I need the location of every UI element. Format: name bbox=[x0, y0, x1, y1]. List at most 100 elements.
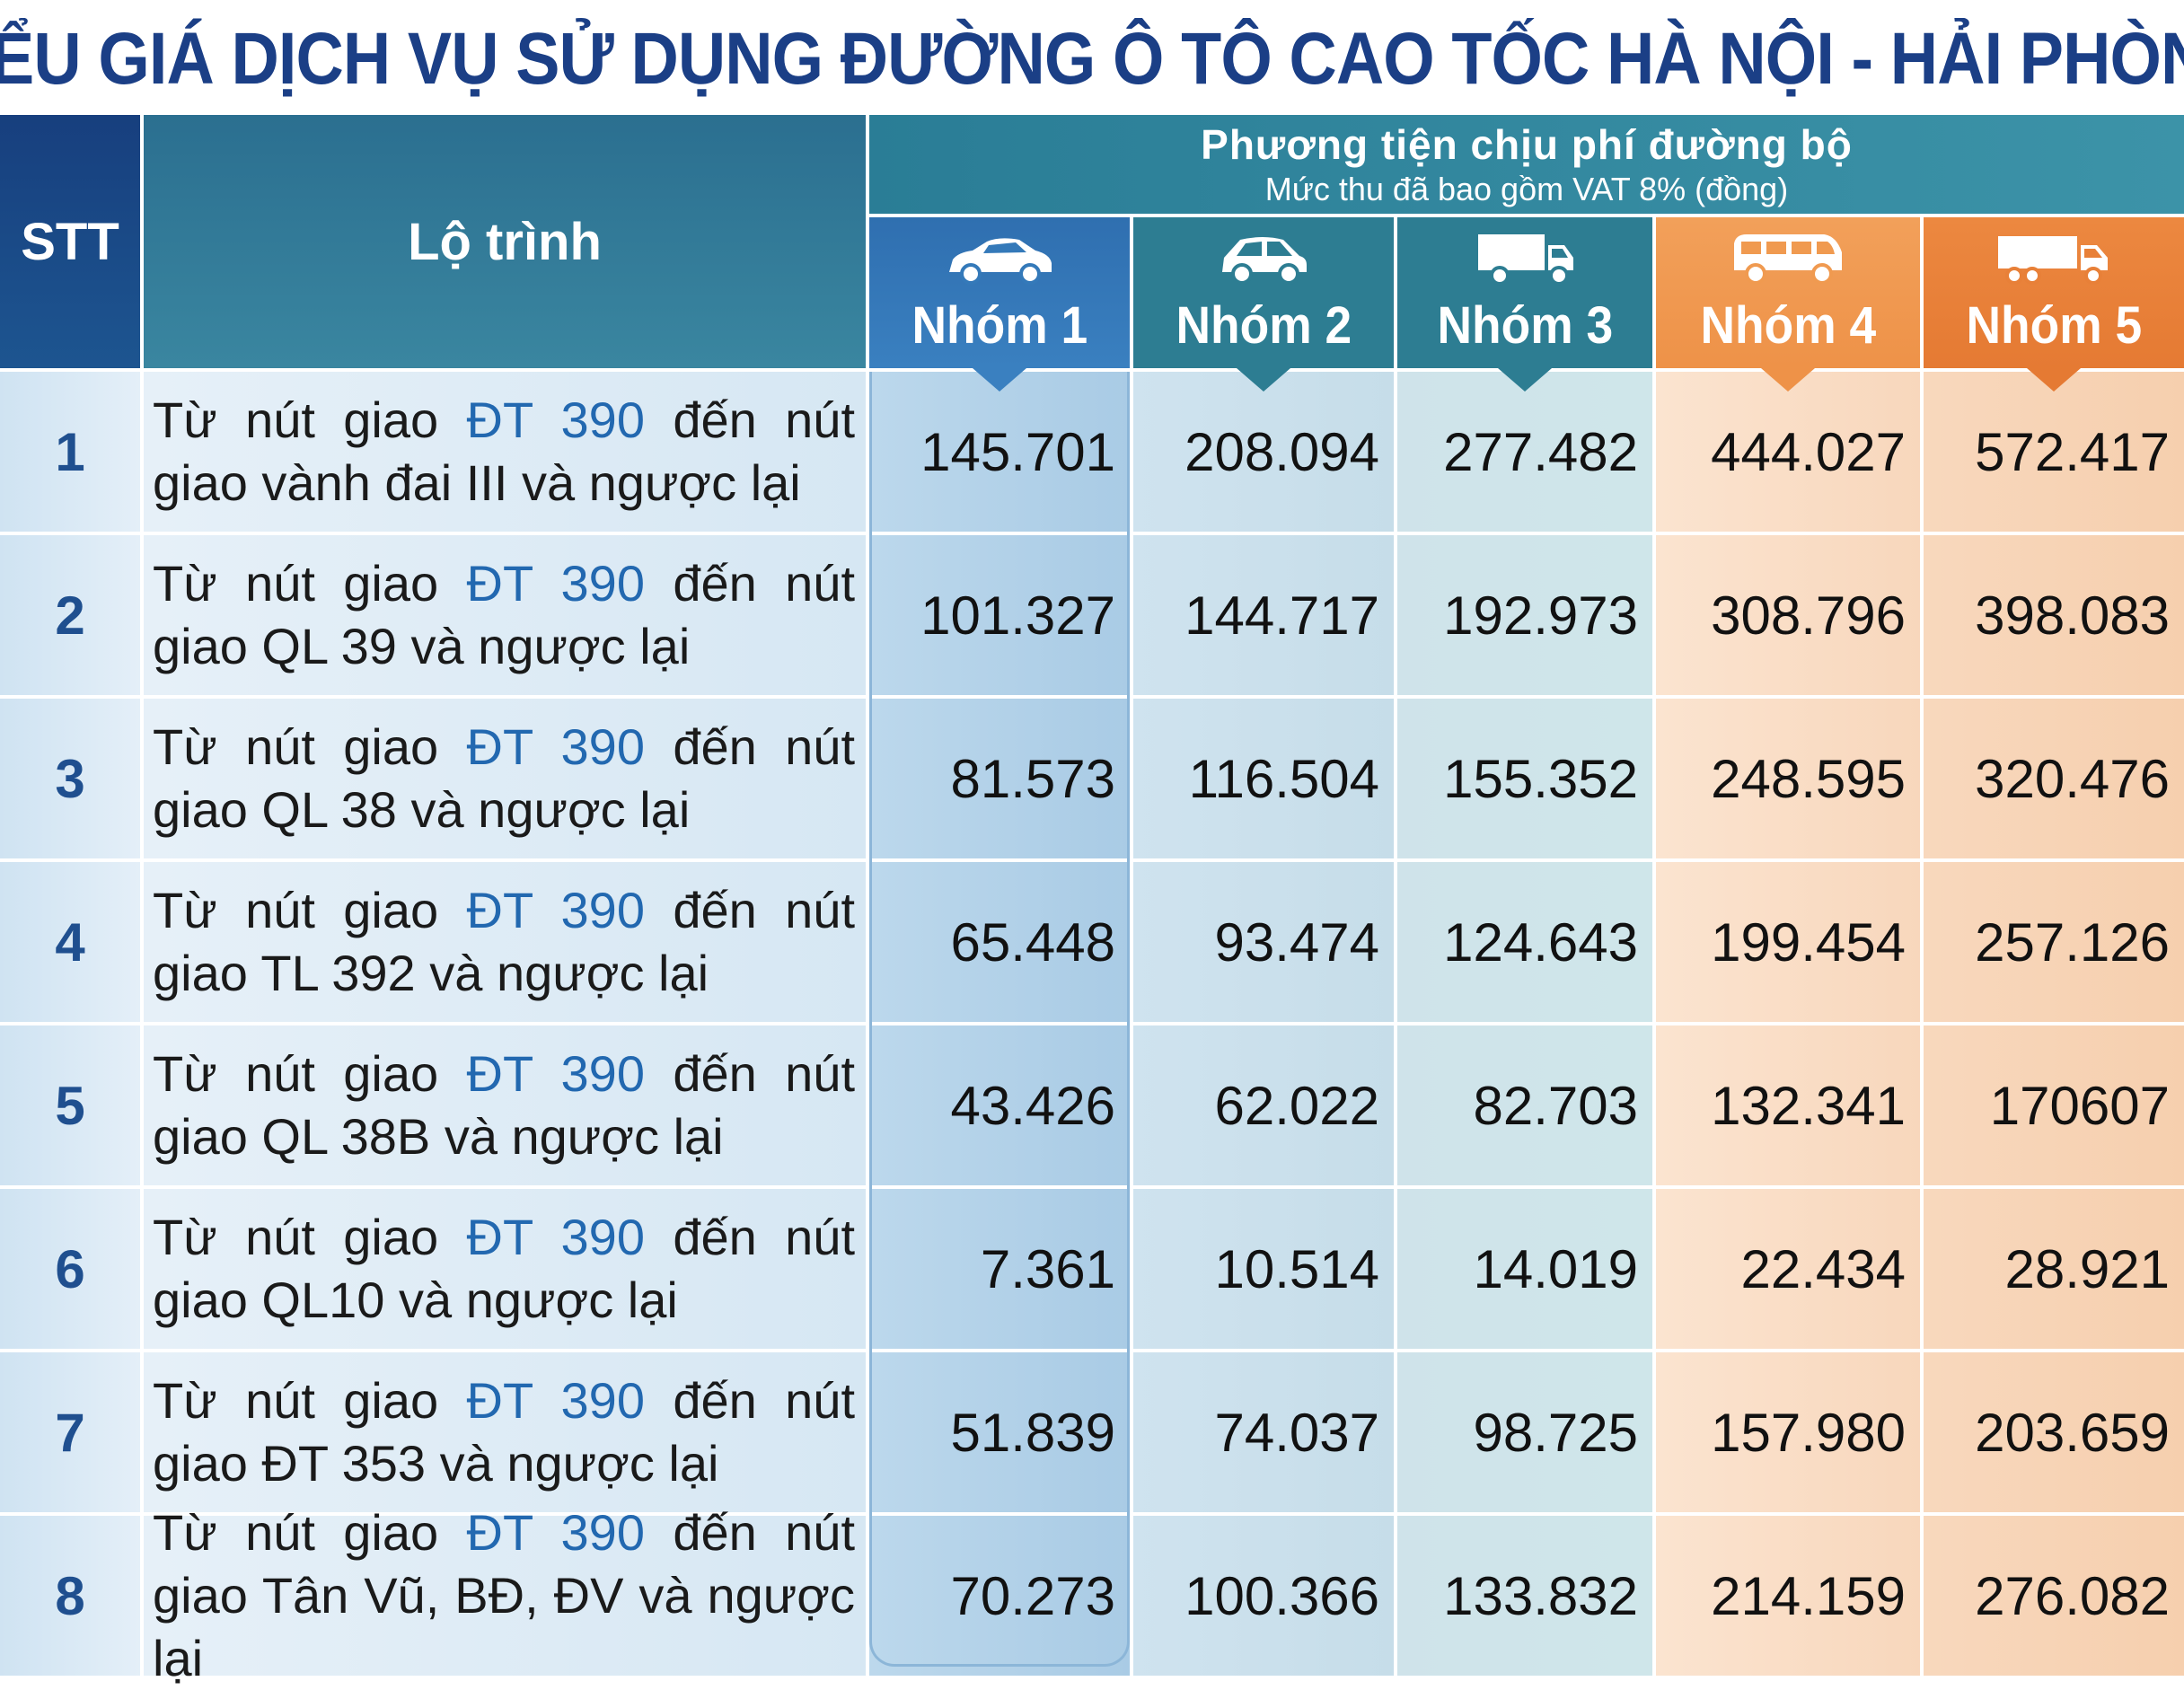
header-pointer-group-5 bbox=[2027, 368, 2081, 392]
route-text-start: Từ nút giao bbox=[153, 555, 467, 612]
route-text-end: đến nút giao ĐT 353 và ngược lại bbox=[153, 1372, 856, 1492]
route-cell: Từ nút giao ĐT 390 đến nút giao QL10 và … bbox=[144, 1189, 866, 1349]
table-row: 1 Từ nút giao ĐT 390 đến nút giao vành đa… bbox=[0, 372, 2184, 532]
fee-value-group-5: 320.476 bbox=[1924, 699, 2184, 858]
route-text-start: Từ nút giao bbox=[153, 882, 467, 938]
group-2-label: Nhóm 2 bbox=[1176, 296, 1352, 355]
fee-value-group-3: 192.973 bbox=[1397, 535, 1652, 695]
route-text-start: Từ nút giao bbox=[153, 718, 467, 775]
route-highlight: ĐT 390 bbox=[466, 1209, 645, 1265]
route-text: Từ nút giao ĐT 390 đến nút giao QL 38 và… bbox=[153, 716, 855, 841]
header-pointer-group-4 bbox=[1761, 368, 1815, 392]
table-row: 2 Từ nút giao ĐT 390 đến nút giao QL 39 v… bbox=[0, 535, 2184, 695]
column-header-route: Lộ trình bbox=[144, 115, 866, 368]
route-highlight: ĐT 390 bbox=[466, 555, 645, 612]
route-text: Từ nút giao ĐT 390 đến nút giao Tân Vũ, … bbox=[153, 1501, 855, 1690]
route-text: Từ nút giao ĐT 390 đến nút giao QL10 và … bbox=[153, 1206, 855, 1332]
fee-value-group-2: 10.514 bbox=[1133, 1189, 1394, 1349]
fee-value-group-5: 257.126 bbox=[1924, 862, 2184, 1022]
column-group-header: Phương tiện chịu phí đường bộ Mức thu đã… bbox=[869, 115, 2184, 214]
fee-value-group-4: 214.159 bbox=[1656, 1516, 1920, 1676]
route-text-end: đến nút giao QL 38B và ngược lại bbox=[153, 1045, 856, 1165]
route-text: Từ nút giao ĐT 390 đến nút giao vành đai… bbox=[153, 389, 855, 515]
fee-value-group-5: 170607 bbox=[1924, 1025, 2184, 1185]
route-text-end: đến nút giao QL 38 và ngược lại bbox=[153, 718, 856, 838]
fee-value-group-2: 93.474 bbox=[1133, 862, 1394, 1022]
group-4-label: Nhóm 4 bbox=[1700, 296, 1876, 355]
route-highlight: ĐT 390 bbox=[466, 1504, 645, 1561]
fee-value-group-1: 51.839 bbox=[869, 1352, 1130, 1512]
route-text-start: Từ nút giao bbox=[153, 392, 467, 448]
fee-value-group-3: 14.019 bbox=[1397, 1189, 1652, 1349]
fee-value-group-4: 308.796 bbox=[1656, 535, 1920, 695]
route-cell: Từ nút giao ĐT 390 đến nút giao QL 39 và… bbox=[144, 535, 866, 695]
route-highlight: ĐT 390 bbox=[466, 882, 645, 938]
fee-value-group-5: 398.083 bbox=[1924, 535, 2184, 695]
sedan-car-icon bbox=[949, 238, 1052, 285]
route-text-start: Từ nút giao bbox=[153, 1372, 467, 1429]
fee-value-group-4: 22.434 bbox=[1656, 1189, 1920, 1349]
fee-value-group-2: 100.366 bbox=[1133, 1516, 1394, 1676]
route-text-end: đến nút giao QL 39 và ngược lại bbox=[153, 555, 856, 674]
hatchback-car-icon bbox=[1222, 237, 1307, 285]
column-header-group-3: Nhóm 3 bbox=[1397, 217, 1652, 368]
fee-value-group-2: 208.094 bbox=[1133, 372, 1394, 532]
row-number: 8 bbox=[0, 1516, 140, 1676]
route-text-end: đến nút giao TL 392 và ngược lại bbox=[153, 882, 856, 1001]
fee-value-group-5: 572.417 bbox=[1924, 372, 2184, 532]
table-row: 6 Từ nút giao ĐT 390 đến nút giao QL10 và… bbox=[0, 1189, 2184, 1349]
row-number: 6 bbox=[0, 1189, 140, 1349]
fee-value-group-3: 98.725 bbox=[1397, 1352, 1652, 1512]
fee-value-group-4: 248.595 bbox=[1656, 699, 1920, 858]
route-text-start: Từ nút giao bbox=[153, 1209, 467, 1265]
group-subtitle: Mức thu đã bao gồm VAT 8% (đồng) bbox=[1264, 171, 1789, 207]
route-cell: Từ nút giao ĐT 390 đến nút giao ĐT 353 v… bbox=[144, 1352, 866, 1512]
fee-value-group-1: 65.448 bbox=[869, 862, 1130, 1022]
route-cell: Từ nút giao ĐT 390 đến nút giao QL 38B v… bbox=[144, 1025, 866, 1185]
route-highlight: ĐT 390 bbox=[466, 1045, 645, 1102]
route-cell: Từ nút giao ĐT 390 đến nút giao QL 38 và… bbox=[144, 699, 866, 858]
fee-value-group-3: 82.703 bbox=[1397, 1025, 1652, 1185]
row-number: 1 bbox=[0, 372, 140, 532]
column-header-group-2: Nhóm 2 bbox=[1133, 217, 1394, 368]
fee-value-group-4: 444.027 bbox=[1656, 372, 1920, 532]
route-cell: Từ nút giao ĐT 390 đến nút giao Tân Vũ, … bbox=[144, 1504, 866, 1686]
route-highlight: ĐT 390 bbox=[466, 392, 645, 448]
header-pointer-group-3 bbox=[1498, 368, 1552, 392]
table-row: 7 Từ nút giao ĐT 390 đến nút giao ĐT 353 … bbox=[0, 1352, 2184, 1512]
route-text-start: Từ nút giao bbox=[153, 1504, 467, 1561]
route-cell: Từ nút giao ĐT 390 đến nút giao TL 392 v… bbox=[144, 862, 866, 1022]
fee-value-group-4: 199.454 bbox=[1656, 862, 1920, 1022]
route-text: Từ nút giao ĐT 390 đến nút giao ĐT 353 v… bbox=[153, 1369, 855, 1495]
column-header-group-1: Nhóm 1 bbox=[869, 217, 1130, 368]
fee-value-group-3: 133.832 bbox=[1397, 1516, 1652, 1676]
column-header-group-4: Nhóm 4 bbox=[1656, 217, 1920, 368]
route-text-end: đến nút giao Tân Vũ, BĐ, ĐV và ngược lại bbox=[153, 1504, 856, 1686]
row-number: 4 bbox=[0, 862, 140, 1022]
route-text: Từ nút giao ĐT 390 đến nút giao QL 38B v… bbox=[153, 1043, 855, 1168]
table-row: 8 Từ nút giao ĐT 390 đến nút giao Tân Vũ,… bbox=[0, 1504, 2184, 1686]
route-text-end: đến nút giao QL10 và ngược lại bbox=[153, 1209, 856, 1328]
bus-icon bbox=[1734, 234, 1842, 285]
fee-value-group-1: 70.273 bbox=[869, 1516, 1130, 1676]
fee-value-group-5: 276.082 bbox=[1924, 1516, 2184, 1676]
row-number: 3 bbox=[0, 699, 140, 858]
fee-value-group-3: 277.482 bbox=[1397, 372, 1652, 532]
row-number: 7 bbox=[0, 1352, 140, 1512]
small-truck-icon bbox=[1478, 234, 1573, 286]
fee-value-group-4: 132.341 bbox=[1656, 1025, 1920, 1185]
column-header-stt: STT bbox=[0, 115, 140, 368]
route-cell: Từ nút giao ĐT 390 đến nút giao vành đai… bbox=[144, 372, 866, 532]
row-number: 5 bbox=[0, 1025, 140, 1185]
route-text: Từ nút giao ĐT 390 đến nút giao TL 392 v… bbox=[153, 879, 855, 1005]
group-title: Phương tiện chịu phí đường bộ bbox=[1201, 121, 1853, 168]
group-3-label: Nhóm 3 bbox=[1437, 296, 1613, 355]
fee-value-group-1: 81.573 bbox=[869, 699, 1130, 858]
header-pointer-group-2 bbox=[1237, 368, 1290, 392]
table-row: 5 Từ nút giao ĐT 390 đến nút giao QL 38B … bbox=[0, 1025, 2184, 1185]
route-text-end: đến nút giao vành đai III và ngược lại bbox=[153, 392, 856, 511]
header-pointer-group-1 bbox=[973, 368, 1026, 392]
fee-value-group-3: 155.352 bbox=[1397, 699, 1652, 858]
fee-value-group-2: 62.022 bbox=[1133, 1025, 1394, 1185]
route-highlight: ĐT 390 bbox=[466, 1372, 645, 1429]
